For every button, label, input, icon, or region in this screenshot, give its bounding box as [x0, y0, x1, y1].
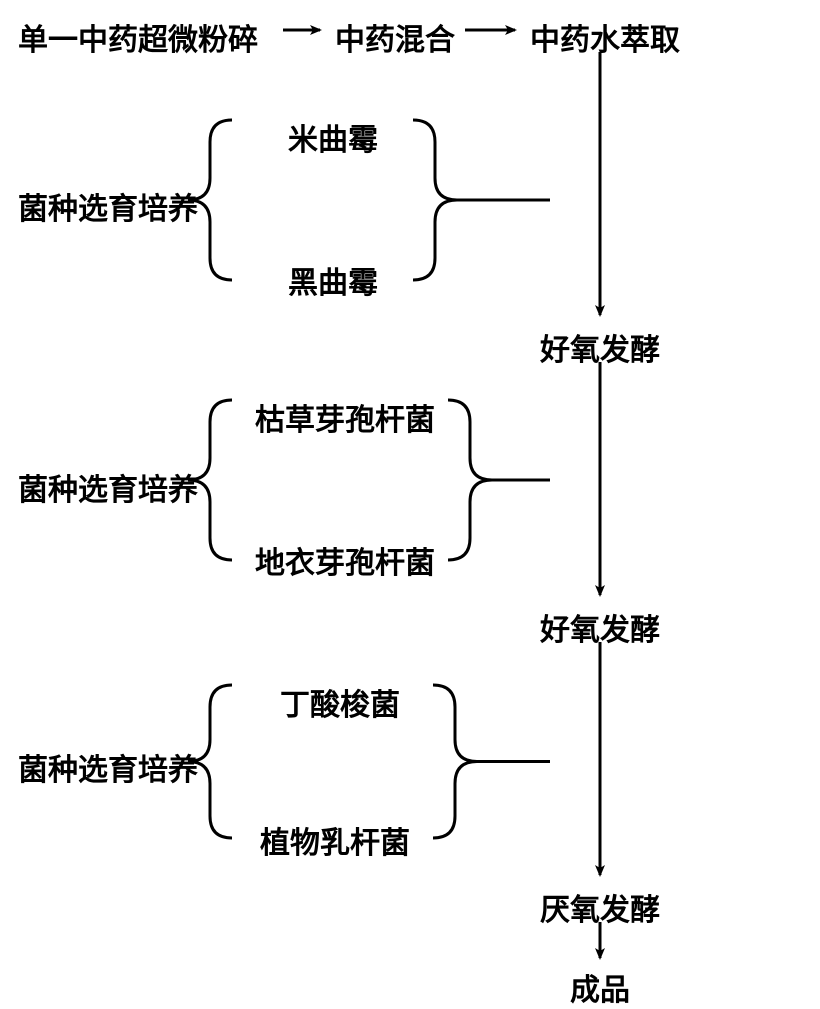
node-g2b: 地衣芽孢杆菌	[255, 538, 435, 582]
node-anaerobic: 厌氧发酵	[540, 885, 660, 929]
node-step3: 中药水萃取	[530, 15, 680, 59]
node-aerobic-2: 好氧发酵	[540, 605, 660, 649]
node-g3b: 植物乳杆菌	[260, 818, 410, 862]
node-g1b: 黑曲霉	[288, 258, 378, 302]
node-g3a: 丁酸梭菌	[280, 680, 400, 724]
diagram-stage: 单一中药超微粉碎 中药混合 中药水萃取 菌种选育培养 米曲霉 黑曲霉 好氧发酵 …	[0, 0, 820, 1000]
node-step2: 中药混合	[335, 15, 455, 59]
node-culture-1: 菌种选育培养	[18, 184, 198, 228]
node-step1: 单一中药超微粉碎	[18, 15, 258, 59]
node-culture-2: 菌种选育培养	[18, 465, 198, 509]
node-aerobic-1: 好氧发酵	[540, 325, 660, 369]
node-g2a: 枯草芽孢杆菌	[255, 395, 435, 439]
node-g1a: 米曲霉	[288, 115, 378, 159]
node-product: 成品	[570, 965, 630, 1009]
node-culture-3: 菌种选育培养	[18, 745, 198, 789]
